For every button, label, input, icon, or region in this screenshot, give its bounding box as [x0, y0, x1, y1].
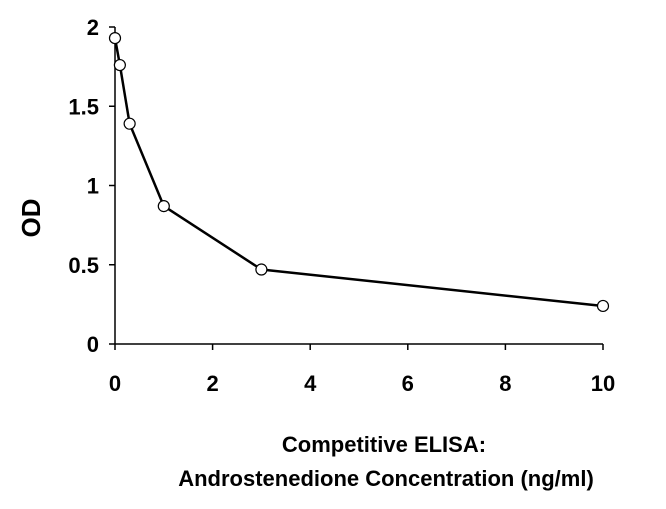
x-axis-title-line-2: Androstenedione Concentration (ng/ml): [178, 466, 594, 491]
series-group: [108, 31, 610, 313]
axes: [114, 27, 603, 345]
y-tick-label: 0.5: [68, 253, 99, 278]
data-point: [157, 200, 170, 213]
x-ticks: 0 2 4 6 8 10: [109, 344, 615, 396]
x-tick-label: 0: [109, 371, 121, 396]
series-line: [113, 37, 604, 308]
x-tick-label: 6: [402, 371, 414, 396]
data-point: [108, 31, 122, 45]
y-ticks: 0 0.5 1 1.5 2: [68, 15, 115, 357]
y-tick-label: 0: [87, 332, 99, 357]
data-point: [596, 299, 610, 313]
y-tick-label: 1.5: [68, 94, 99, 119]
x-tick-label: 2: [206, 371, 218, 396]
x-tick-label: 10: [591, 371, 615, 396]
y-tick-label: 2: [87, 15, 99, 40]
x-tick-label: 4: [304, 371, 317, 396]
y-axis-title: OD: [16, 199, 46, 238]
data-point: [255, 263, 268, 276]
data-point: [123, 117, 136, 130]
x-tick-label: 8: [499, 371, 511, 396]
data-point: [113, 58, 126, 72]
y-tick-label: 1: [87, 174, 99, 199]
x-axis-title-line-1: Competitive ELISA:: [282, 432, 486, 457]
